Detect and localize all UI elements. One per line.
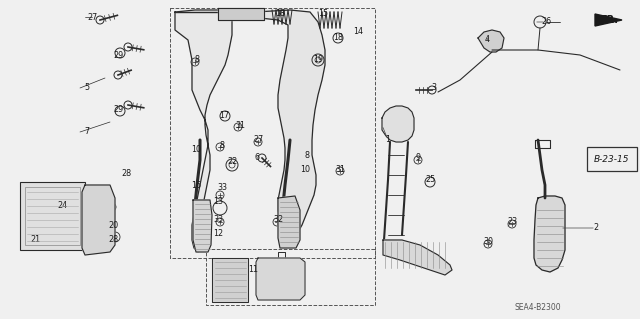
Text: 16: 16 [191,181,201,189]
Polygon shape [383,240,452,275]
Text: 22: 22 [228,158,238,167]
Text: B-23-15: B-23-15 [595,154,630,164]
Text: 17: 17 [219,110,229,120]
Text: 15: 15 [318,9,328,18]
Text: 30: 30 [483,238,493,247]
Text: 28: 28 [108,235,118,244]
Text: 5: 5 [84,84,90,93]
Text: 11: 11 [248,265,258,275]
Text: 23: 23 [507,218,517,226]
Polygon shape [278,196,300,248]
Polygon shape [534,196,565,272]
Polygon shape [212,258,248,302]
Text: 8: 8 [220,140,225,150]
Text: 28: 28 [121,168,131,177]
Text: 32: 32 [273,216,283,225]
Polygon shape [256,258,305,300]
Text: 33: 33 [213,216,223,225]
Text: 10: 10 [191,145,201,154]
Text: 3: 3 [431,84,436,93]
Text: 31: 31 [235,121,245,130]
Text: 31: 31 [335,166,345,174]
Text: 10: 10 [300,166,310,174]
Text: 18: 18 [333,33,343,42]
Text: 8: 8 [195,56,200,64]
Text: 7: 7 [84,128,90,137]
Text: 20: 20 [108,220,118,229]
Polygon shape [82,185,115,255]
Text: 27: 27 [253,136,263,145]
Text: 13: 13 [213,197,223,206]
Bar [25,187,80,245]
Text: 8: 8 [305,151,310,160]
Bar [20,182,85,250]
Polygon shape [218,8,264,20]
Text: 9: 9 [415,153,420,162]
Text: 14: 14 [353,27,363,36]
Text: 21: 21 [30,235,40,244]
Polygon shape [175,10,232,252]
Text: 12: 12 [213,228,223,238]
Polygon shape [250,10,325,242]
Text: 27: 27 [87,12,97,21]
Text: SEA4-B2300: SEA4-B2300 [515,303,561,313]
Text: 19: 19 [313,56,323,64]
FancyBboxPatch shape [587,147,637,171]
Text: 29: 29 [113,106,123,115]
Polygon shape [478,30,504,52]
Text: 6: 6 [255,153,259,162]
Text: 33: 33 [217,183,227,192]
Polygon shape [595,14,622,26]
Text: 24: 24 [57,201,67,210]
Text: 26: 26 [541,18,551,26]
Text: 18: 18 [275,9,285,18]
Text: FR.: FR. [600,15,618,25]
Text: 4: 4 [484,35,490,44]
Text: 2: 2 [593,224,598,233]
Text: 29: 29 [113,50,123,60]
Text: 25: 25 [425,175,435,184]
Text: 1: 1 [385,136,390,145]
Polygon shape [193,200,212,252]
Polygon shape [382,106,414,142]
